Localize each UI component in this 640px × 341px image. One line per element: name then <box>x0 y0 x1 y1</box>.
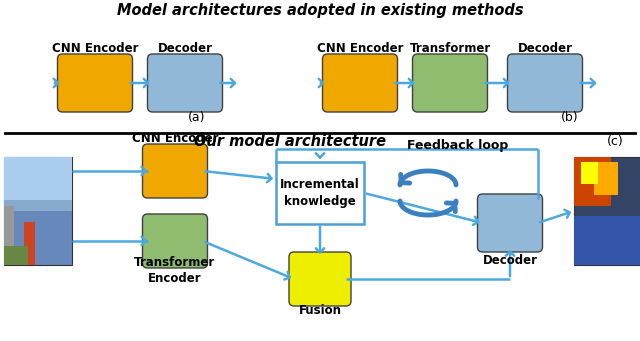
Text: CNN Encoder: CNN Encoder <box>317 43 403 56</box>
Text: Transformer: Transformer <box>410 43 491 56</box>
FancyBboxPatch shape <box>323 54 397 112</box>
Bar <box>574 157 611 206</box>
Bar <box>574 157 640 265</box>
Text: Feedback loop: Feedback loop <box>408 138 509 151</box>
Text: knowledge: knowledge <box>284 194 356 208</box>
FancyBboxPatch shape <box>477 194 543 252</box>
FancyBboxPatch shape <box>413 54 488 112</box>
FancyBboxPatch shape <box>289 252 351 306</box>
Bar <box>24 222 35 265</box>
Text: Decoder: Decoder <box>518 43 573 56</box>
Bar <box>595 162 618 195</box>
Bar <box>4 157 72 211</box>
Text: (b): (b) <box>561 110 579 123</box>
Text: Our model architecture: Our model architecture <box>194 134 386 149</box>
FancyBboxPatch shape <box>58 54 132 112</box>
Text: CNN Encoder: CNN Encoder <box>132 133 218 146</box>
Bar <box>4 157 72 200</box>
Text: Decoder: Decoder <box>157 43 212 56</box>
Bar <box>4 246 28 265</box>
Bar <box>581 162 598 184</box>
FancyBboxPatch shape <box>143 144 207 198</box>
Text: Incremental: Incremental <box>280 178 360 192</box>
FancyBboxPatch shape <box>508 54 582 112</box>
FancyBboxPatch shape <box>143 214 207 268</box>
Bar <box>574 217 640 265</box>
FancyBboxPatch shape <box>276 162 364 224</box>
Text: Fusion: Fusion <box>298 305 342 317</box>
FancyBboxPatch shape <box>147 54 223 112</box>
Text: Transformer
Encoder: Transformer Encoder <box>134 256 216 285</box>
Text: CNN Encoder: CNN Encoder <box>52 43 138 56</box>
Text: Decoder: Decoder <box>483 254 538 267</box>
Text: Model architectures adopted in existing methods: Model architectures adopted in existing … <box>116 2 524 17</box>
Bar <box>4 157 72 265</box>
Text: (c): (c) <box>607 135 623 148</box>
Bar <box>4 206 14 265</box>
Text: (a): (a) <box>188 110 205 123</box>
